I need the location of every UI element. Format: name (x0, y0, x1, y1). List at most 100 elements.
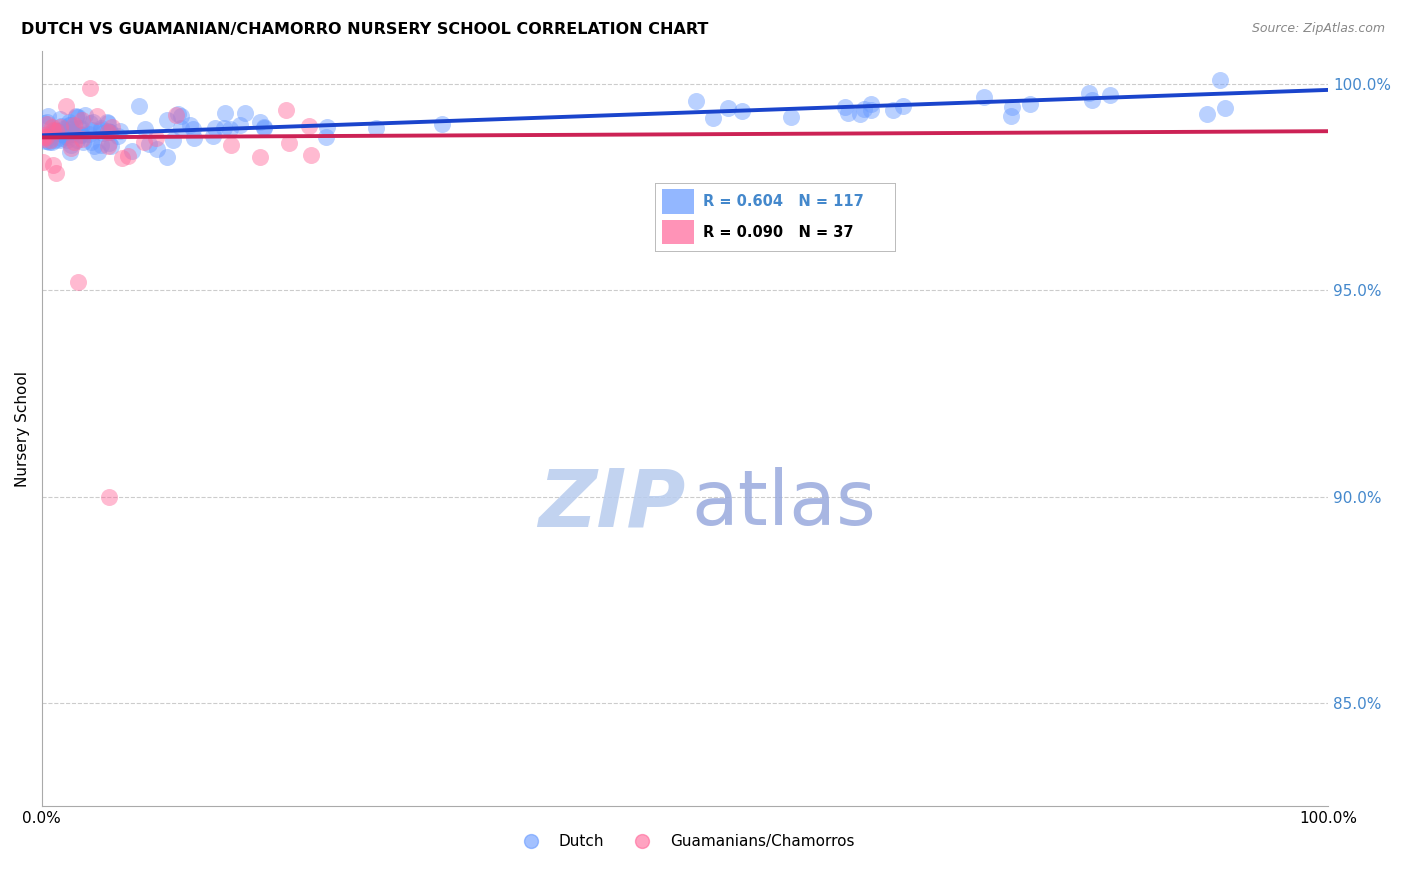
Point (849, 106, 872, 120)
Point (1019, 97, 1042, 112)
Point (34, 134, 56, 148)
Point (59, 121, 82, 136)
Point (146, 142, 169, 156)
Point (201, 129, 224, 144)
Point (249, 150, 271, 164)
Point (70, 127, 93, 141)
Text: atlas: atlas (692, 467, 876, 541)
Point (41, 125, 63, 139)
Point (1197, 107, 1219, 121)
Point (156, 150, 179, 164)
Point (155, 113, 177, 128)
Point (716, 101, 738, 115)
Point (204, 120, 226, 135)
Point (1001, 100, 1024, 114)
Point (973, 90, 995, 104)
Point (46, 124, 69, 138)
Point (48, 126, 70, 140)
Point (56, 129, 79, 144)
Point (297, 119, 319, 133)
Point (181, 121, 204, 136)
Point (98, 136, 121, 150)
Point (63, 124, 86, 138)
Point (221, 138, 243, 153)
Point (430, 117, 453, 131)
Y-axis label: Nursery School: Nursery School (15, 370, 30, 486)
Point (1000, 109, 1022, 123)
Point (98, 125, 121, 139)
Text: R = 0.604   N = 117: R = 0.604 N = 117 (703, 194, 863, 210)
Point (41, 120, 63, 134)
FancyBboxPatch shape (662, 189, 693, 213)
Point (100, 138, 122, 153)
Point (41, 135, 63, 149)
Point (34, 115, 56, 129)
Text: R = 0.090   N = 37: R = 0.090 N = 37 (703, 226, 853, 240)
Point (42, 158, 65, 172)
Point (108, 123, 131, 137)
Text: ZIP: ZIP (537, 465, 685, 543)
Point (274, 103, 297, 118)
Point (97, 115, 120, 129)
Point (90, 121, 112, 136)
Point (702, 111, 724, 125)
Point (834, 100, 856, 114)
Point (1208, 72, 1230, 87)
Point (70, 132, 93, 146)
Point (58, 114, 80, 128)
Point (83, 139, 105, 153)
Legend: Dutch, Guamanians/Chamorros: Dutch, Guamanians/Chamorros (509, 828, 860, 855)
Point (96, 114, 118, 128)
Point (52, 122, 75, 136)
Point (59, 145, 82, 159)
Point (101, 120, 124, 134)
Point (82, 123, 104, 137)
Point (852, 103, 875, 117)
Point (37, 109, 59, 123)
Point (63, 135, 86, 149)
Point (37, 134, 59, 148)
Point (44, 122, 66, 136)
Point (60, 127, 83, 141)
Point (65, 109, 87, 123)
Point (219, 122, 242, 136)
Point (117, 149, 139, 163)
Point (253, 121, 276, 136)
Point (35, 129, 58, 144)
Point (70, 113, 93, 128)
Point (55, 99, 77, 113)
Point (44, 133, 66, 147)
Point (63, 118, 86, 132)
FancyBboxPatch shape (662, 219, 693, 244)
Point (56, 132, 79, 146)
Point (128, 99, 150, 113)
Point (364, 121, 387, 136)
Point (79, 116, 101, 130)
Point (38, 135, 60, 149)
Point (56, 128, 79, 142)
Point (165, 108, 187, 122)
Point (98, 125, 121, 139)
Point (86, 109, 108, 123)
Point (233, 106, 256, 120)
Point (253, 120, 276, 135)
Point (42, 123, 65, 137)
Point (79, 136, 101, 150)
Point (59, 125, 82, 139)
Point (780, 111, 803, 125)
Point (121, 144, 143, 158)
Point (138, 136, 160, 151)
Point (53, 128, 76, 143)
Point (72, 135, 94, 149)
Point (97, 123, 120, 137)
Point (170, 109, 193, 123)
Point (90, 123, 112, 137)
Text: Source: ZipAtlas.com: Source: ZipAtlas.com (1251, 22, 1385, 36)
Point (67, 121, 90, 136)
Point (97, 125, 120, 139)
Point (162, 133, 184, 147)
Text: DUTCH VS GUAMANIAN/CHAMORRO NURSERY SCHOOL CORRELATION CHART: DUTCH VS GUAMANIAN/CHAMORRO NURSERY SCHO… (21, 22, 709, 37)
Point (32, 132, 55, 146)
Point (169, 121, 191, 136)
Point (249, 114, 271, 128)
